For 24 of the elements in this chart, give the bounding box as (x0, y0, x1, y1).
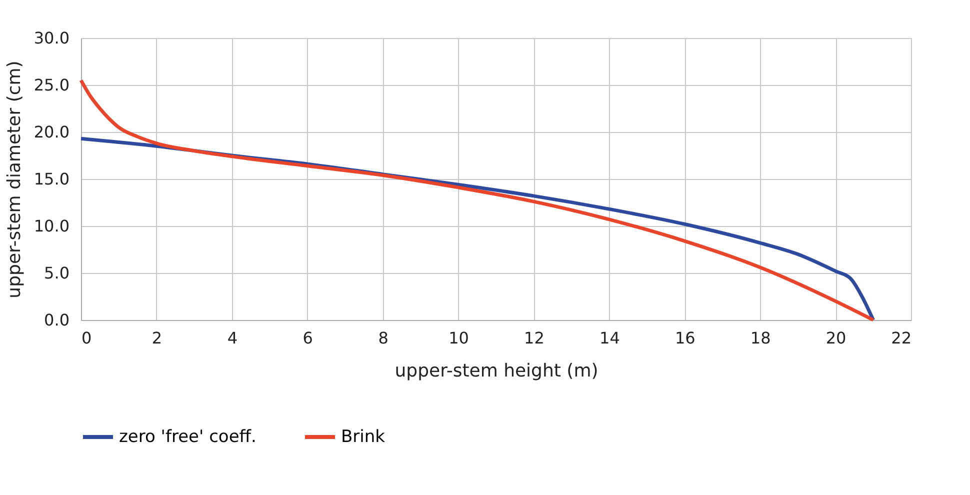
x-tick-label: 4 (227, 328, 238, 348)
x-tick-label: 14 (600, 328, 620, 348)
x-tick-label: 18 (750, 328, 771, 348)
x-tick-label: 16 (674, 328, 696, 348)
x-tick-label: 2 (152, 328, 162, 348)
x-tick-label: 20 (826, 328, 846, 348)
y-tick-label: 15.0 (34, 170, 70, 188)
x-tick-label: 22 (891, 328, 912, 348)
y-axis-title: upper-stem diameter (cm) (4, 60, 25, 298)
x-tick-label: 6 (302, 328, 313, 348)
legend-label: zero 'free' coeff. (119, 427, 256, 447)
y-tick-label: 10.0 (34, 216, 70, 236)
x-tick-label: 10 (448, 328, 469, 348)
y-tick-label: 0.0 (44, 310, 70, 330)
y-tick-label: 20.0 (34, 122, 70, 142)
y-tick-label: 5.0 (44, 264, 70, 282)
x-axis-title: upper-stem height (m) (394, 360, 598, 382)
x-tick-label: 12 (524, 328, 544, 348)
line-series (79, 78, 876, 322)
y-tick-label: 25.0 (34, 76, 70, 94)
y-tick-label: 30.0 (34, 28, 70, 48)
legend-label: Brink (341, 427, 386, 447)
x-tick-label: 8 (378, 328, 388, 348)
x-tick-label: 0 (82, 328, 92, 348)
